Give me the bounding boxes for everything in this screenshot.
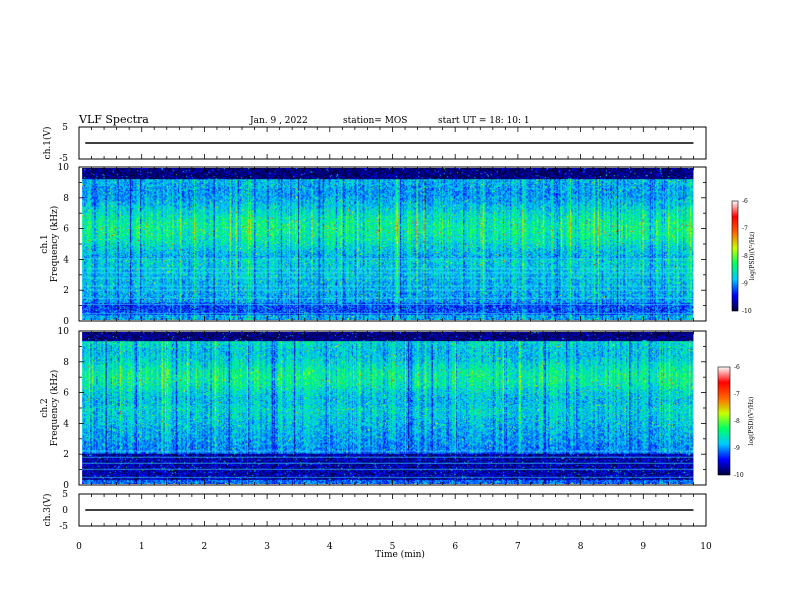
ch1-voltage-ytick-top: 5 bbox=[62, 123, 68, 133]
figure-title: VLF Spectra bbox=[78, 113, 149, 126]
ch1-spectrogram-ytick-label: 2 bbox=[63, 286, 69, 296]
ch2-spectrogram-ytick-label: 10 bbox=[58, 327, 70, 337]
ch2-colorbar-title: log(PSD)(V²/Hz) bbox=[748, 397, 755, 446]
ch1-spectrogram-ytick-label: 10 bbox=[58, 163, 70, 173]
ch3-voltage-ytick-mid: 0 bbox=[62, 506, 68, 516]
ch1-spectrogram-ytick-label: 0 bbox=[63, 317, 69, 327]
ch2-spectrogram-ytick-label: 6 bbox=[63, 389, 69, 399]
date-label: Jan. 9 , 2022 bbox=[249, 116, 308, 126]
ch1-colorbar-scale bbox=[731, 200, 739, 312]
x-tick-label: 8 bbox=[578, 542, 584, 552]
ch2-colorbar-scale bbox=[717, 366, 731, 476]
ch1-spectrogram-ytick-label: 8 bbox=[63, 194, 69, 204]
ch1-colorbar-tick-label: -7 bbox=[742, 226, 748, 233]
ch2-colorbar-tick-label: -9 bbox=[734, 445, 740, 452]
ch1-spectrogram-image bbox=[82, 168, 694, 320]
x-axis-label: Time (min) bbox=[375, 549, 425, 560]
ch2-colorbar-tick-label: -6 bbox=[734, 364, 740, 371]
ch1-voltage-ylabel: ch.1(V) bbox=[42, 127, 53, 160]
figure-header: VLF Spectra Jan. 9 , 2022 station= MOS s… bbox=[78, 113, 530, 126]
ch1-spectrogram-panel: 0 2 4 6 8 10 ch.1 Frequency (kHz) bbox=[40, 163, 707, 327]
ch3-voltage-panel: 0 1 2 3 4 5 6 7 8 9 10 5 0 -5 ch.3(V) Time (min) bbox=[42, 490, 712, 560]
ch3-voltage-ytick-bottom: -5 bbox=[59, 522, 68, 532]
ch2-spectrogram-ytick-label: 0 bbox=[63, 481, 69, 491]
ch1-spectrogram-ylabel-freq: Frequency (kHz) bbox=[49, 206, 60, 283]
ch2-spectrogram-panel: 0 2 4 6 8 10 ch.2 Frequency (kHz) bbox=[40, 327, 707, 491]
x-tick-label: 7 bbox=[515, 542, 521, 552]
ch3-voltage-ytick-top: 5 bbox=[62, 490, 68, 500]
ch2-spectrogram-ytick-label: 2 bbox=[63, 450, 69, 460]
ch2-spectrogram-ylabel-freq: Frequency (kHz) bbox=[49, 370, 60, 447]
ch1-colorbar: -6 -7 -8 -9 -10 log(PSD)(V²/Hz) bbox=[731, 198, 756, 315]
ch1-voltage-panel: 5 -5 ch.1(V) bbox=[42, 123, 707, 164]
ch2-colorbar-tick-label: -10 bbox=[734, 472, 744, 479]
station-label: station= MOS bbox=[343, 116, 407, 126]
ch2-spectrogram-ytick-label: 4 bbox=[63, 419, 69, 429]
ch1-spectrogram-ylabel-channel: ch.1 bbox=[40, 234, 50, 253]
ch1-colorbar-tick-label: -9 bbox=[742, 281, 748, 288]
ch1-colorbar-tick-label: -10 bbox=[742, 308, 752, 315]
ch2-spectrogram-ytick-label: 8 bbox=[63, 358, 69, 368]
ch1-colorbar-tick-label: -6 bbox=[742, 198, 748, 205]
x-tick-label: 5 bbox=[390, 542, 396, 552]
ch2-spectrogram-ylabel-channel: ch.2 bbox=[40, 398, 50, 417]
ch2-colorbar-tick-label: -8 bbox=[734, 418, 740, 425]
x-tick-label: 9 bbox=[640, 542, 646, 552]
ch1-colorbar-title: log(PSD)(V²/Hz) bbox=[749, 232, 756, 281]
x-tick-label: 3 bbox=[264, 542, 270, 552]
x-tick-label: 4 bbox=[327, 542, 333, 552]
x-tick-label: 6 bbox=[452, 542, 458, 552]
ch3-voltage-ylabel: ch.3(V) bbox=[42, 494, 53, 527]
x-tick-label: 0 bbox=[76, 542, 82, 552]
start-ut-label: start UT = 18: 10: 1 bbox=[438, 116, 530, 126]
x-tick-label: 2 bbox=[202, 542, 208, 552]
ch1-colorbar-tick-label: -8 bbox=[742, 253, 748, 260]
ch2-spectrogram-image bbox=[82, 332, 694, 484]
ch1-voltage-ytick-bottom: -5 bbox=[59, 154, 68, 164]
x-tick-label: 10 bbox=[700, 542, 712, 552]
ch2-colorbar-tick-label: -7 bbox=[734, 391, 740, 398]
x-tick-label: 1 bbox=[139, 542, 145, 552]
ch1-spectrogram-ytick-label: 4 bbox=[63, 255, 69, 265]
ch2-colorbar: -6 -7 -8 -9 -10 log(PSD)(V²/Hz) bbox=[717, 364, 755, 479]
ch1-spectrogram-ytick-label: 6 bbox=[63, 225, 69, 235]
